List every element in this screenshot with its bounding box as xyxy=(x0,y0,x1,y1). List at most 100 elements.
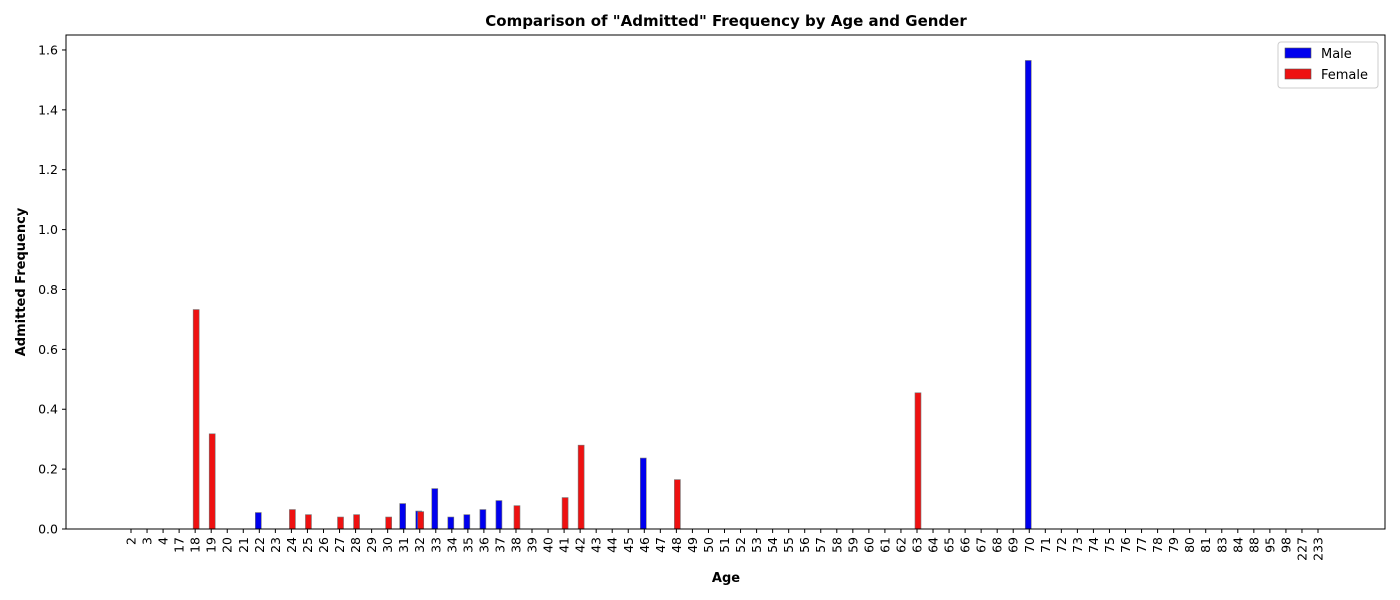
bar-female-age-28 xyxy=(353,514,360,530)
x-tick-label: 66 xyxy=(958,537,973,553)
x-tick-label: 61 xyxy=(877,537,892,553)
bar-female-age-30 xyxy=(385,516,392,530)
bar-female-age-32 xyxy=(417,511,425,530)
x-tick-label: 88 xyxy=(1246,537,1261,553)
bar-male-age-34 xyxy=(447,516,455,530)
x-axis-label: Age xyxy=(712,571,740,586)
bar-male-age-35 xyxy=(463,514,471,530)
x-tick-label: 52 xyxy=(733,537,748,553)
x-tick-label: 39 xyxy=(525,537,540,553)
x-axis-ticks: 2 3 4 17 18 19 20 21 22 23 24 25 26 27 28 29 30 31 32 33 34 3… xyxy=(124,529,1326,561)
x-tick-label: 28 xyxy=(348,537,363,553)
y-tick-label: 1.4 xyxy=(38,102,58,117)
bar-male-age-33 xyxy=(431,488,439,530)
x-tick-label: 41 xyxy=(557,537,572,553)
y-tick-label: 1.6 xyxy=(38,42,58,57)
x-tick-label: 227 xyxy=(1294,537,1309,561)
bar-male-age-36 xyxy=(479,509,487,530)
chart-title: Comparison of "Admitted" Frequency by Ag… xyxy=(485,12,967,30)
bar-female-age-25 xyxy=(305,514,312,530)
x-tick-label: 84 xyxy=(1230,537,1245,553)
x-tick-label: 33 xyxy=(428,537,443,553)
x-tick-label: 34 xyxy=(444,537,459,553)
x-tick-label: 62 xyxy=(893,537,908,553)
x-tick-label: 22 xyxy=(252,537,267,553)
x-tick-label: 71 xyxy=(1038,537,1053,553)
x-tick-label: 20 xyxy=(220,537,235,553)
x-tick-label: 29 xyxy=(364,537,379,553)
x-tick-label: 58 xyxy=(829,537,844,553)
x-tick-label: 17 xyxy=(172,537,187,553)
x-tick-label: 42 xyxy=(573,537,588,553)
y-tick-label: 0.0 xyxy=(38,522,58,537)
bar-female-age-41 xyxy=(561,497,569,530)
x-tick-label: 44 xyxy=(605,537,620,553)
x-tick-label: 21 xyxy=(236,537,251,553)
bar-male-age-37 xyxy=(495,500,503,530)
plot-area-frame xyxy=(65,34,1386,530)
y-tick-label: 0.6 xyxy=(38,342,58,357)
x-tick-label: 77 xyxy=(1134,537,1149,553)
x-tick-label: 69 xyxy=(1006,537,1021,553)
x-tick-label: 45 xyxy=(621,537,636,553)
x-tick-label: 67 xyxy=(974,537,989,553)
x-tick-label: 24 xyxy=(284,537,299,553)
bar-female-age-18 xyxy=(192,309,200,530)
x-tick-label: 50 xyxy=(701,537,716,553)
x-tick-label: 3 xyxy=(140,537,155,545)
x-tick-label: 79 xyxy=(1166,537,1181,553)
x-tick-label: 74 xyxy=(1086,537,1101,553)
x-tick-label: 57 xyxy=(813,537,828,553)
x-tick-label: 51 xyxy=(717,537,732,553)
x-tick-label: 73 xyxy=(1070,537,1085,553)
bar-female-age-27 xyxy=(337,516,344,530)
x-tick-label: 4 xyxy=(156,537,171,545)
x-tick-label: 65 xyxy=(942,537,957,553)
x-tick-label: 75 xyxy=(1102,537,1117,553)
bars xyxy=(192,60,1032,530)
x-tick-label: 37 xyxy=(492,537,507,553)
x-tick-label: 95 xyxy=(1262,537,1277,553)
x-tick-label: 48 xyxy=(669,537,684,553)
x-tick-label: 59 xyxy=(845,537,860,553)
bar-female-age-63 xyxy=(914,392,922,530)
bar-female-age-48 xyxy=(674,479,681,530)
bar-female-age-19 xyxy=(208,433,216,530)
y-tick-label: 1.0 xyxy=(38,222,58,237)
x-tick-label: 76 xyxy=(1118,537,1133,553)
x-tick-label: 64 xyxy=(926,537,941,553)
legend: Male Female xyxy=(1277,41,1379,89)
x-tick-label: 38 xyxy=(508,537,523,553)
x-tick-label: 72 xyxy=(1054,537,1069,553)
y-tick-label: 0.4 xyxy=(38,402,58,417)
x-tick-label: 55 xyxy=(781,537,796,553)
x-tick-label: 25 xyxy=(300,537,315,553)
x-tick-label: 83 xyxy=(1214,537,1229,553)
x-tick-label: 31 xyxy=(396,537,411,553)
y-tick-label: 1.2 xyxy=(38,162,58,177)
bar-male-age-22 xyxy=(255,512,262,530)
x-tick-label: 98 xyxy=(1278,537,1293,553)
x-tick-label: 49 xyxy=(685,537,700,553)
bar-male-age-46 xyxy=(639,457,647,530)
x-tick-label: 47 xyxy=(653,537,668,553)
x-tick-label: 26 xyxy=(316,537,331,553)
y-tick-label: 0.8 xyxy=(38,282,58,297)
x-tick-label: 68 xyxy=(990,537,1005,553)
legend-swatch-female xyxy=(1284,68,1312,80)
bar-male-age-31 xyxy=(399,503,406,530)
x-tick-label: 54 xyxy=(765,537,780,553)
x-tick-label: 30 xyxy=(380,537,395,553)
x-tick-label: 80 xyxy=(1182,537,1197,553)
x-tick-label: 63 xyxy=(909,537,924,553)
bar-female-age-24 xyxy=(289,509,296,530)
x-tick-label: 81 xyxy=(1198,537,1213,553)
x-tick-label: 70 xyxy=(1022,537,1037,553)
x-tick-label: 56 xyxy=(797,537,812,553)
x-tick-label: 18 xyxy=(188,537,203,553)
x-tick-label: 32 xyxy=(412,537,427,553)
x-tick-label: 23 xyxy=(268,537,283,553)
y-tick-label: 0.2 xyxy=(38,462,58,477)
x-tick-label: 2 xyxy=(124,537,139,545)
x-tick-label: 53 xyxy=(749,537,764,553)
